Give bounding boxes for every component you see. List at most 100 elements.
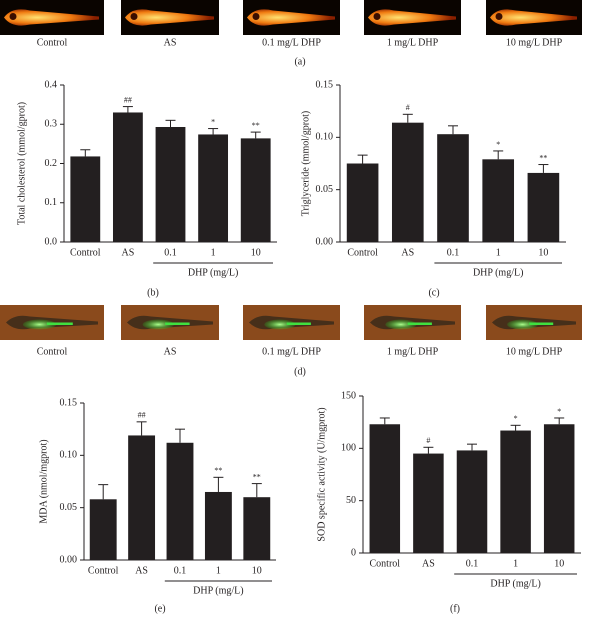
bar (155, 126, 186, 242)
bar (89, 499, 117, 560)
significance-mark: ** (253, 472, 261, 481)
group-label: DHP (mg/L) (188, 267, 238, 278)
y-tick-label: 50 (346, 495, 356, 506)
significance-mark: ## (138, 411, 146, 420)
bar (413, 453, 444, 553)
y-tick-label: 0.15 (316, 79, 334, 90)
fluorescence (264, 319, 296, 330)
significance-mark: ## (124, 95, 132, 104)
panel-caption: (b) (147, 287, 159, 298)
x-tick-label: AS (422, 558, 435, 569)
bar (500, 430, 531, 553)
image-label: 1 mg/L DHP (387, 37, 439, 48)
y-axis-label: Triglyceride (mmol/gprot) (300, 111, 311, 216)
group-label: DHP (mg/L) (193, 585, 243, 596)
x-tick-label: Control (347, 247, 378, 258)
fish-body (4, 9, 99, 26)
y-axis-label: SOD specific activity (U/mgprot) (316, 407, 327, 541)
y-axis-label: MDA (nmol/mgprot) (38, 439, 49, 523)
image-label: 10 mg/L DHP (506, 346, 563, 357)
bar (543, 424, 575, 553)
x-tick-label: 10 (252, 565, 262, 576)
fish-eye (252, 13, 260, 20)
fluorescence-tail (529, 322, 554, 325)
significance-mark: * (514, 414, 518, 423)
x-tick-label: 10 (538, 247, 548, 258)
bar (204, 491, 232, 560)
panel-caption: (e) (154, 603, 165, 614)
x-tick-label: Control (70, 247, 101, 258)
y-tick-label: 0.4 (45, 79, 58, 90)
image-label: 0.1 mg/L DHP (262, 37, 321, 48)
image-label: Control (37, 346, 68, 357)
y-tick-label: 100 (341, 443, 356, 454)
image-label: 0.1 mg/L DHP (262, 346, 321, 357)
panel-caption: (a) (294, 56, 305, 67)
fluorescence (507, 319, 538, 330)
panel-caption: (c) (428, 287, 439, 298)
fluorescence (142, 319, 174, 330)
bar (166, 442, 194, 560)
bar (240, 138, 271, 242)
x-tick-label: 0.1 (164, 247, 177, 258)
bar (391, 122, 424, 242)
bar (369, 424, 401, 553)
y-tick-label: 150 (341, 390, 356, 401)
significance-mark: ** (539, 153, 547, 162)
x-tick-label: 1 (496, 247, 501, 258)
fish-eye (495, 13, 503, 20)
bar (128, 435, 156, 560)
group-label: DHP (mg/L) (473, 267, 523, 278)
x-tick-label: AS (135, 565, 148, 576)
image-label: 10 mg/L DHP (506, 37, 563, 48)
significance-mark: # (406, 103, 410, 112)
panel-caption: (f) (450, 603, 460, 614)
x-tick-label: 10 (251, 247, 261, 258)
y-tick-label: 0.3 (45, 119, 58, 130)
x-tick-label: 0.1 (466, 558, 479, 569)
fluorescence-tail (165, 322, 190, 325)
fluorescence-tail (46, 322, 73, 325)
y-tick-label: 0.2 (45, 158, 58, 169)
y-tick-label: 0.10 (60, 450, 78, 461)
y-tick-label: 0.1 (45, 197, 58, 208)
image-label: AS (164, 37, 177, 48)
fluorescence-tail (407, 322, 432, 325)
bar (346, 163, 379, 242)
significance-mark: * (496, 140, 500, 149)
x-tick-label: 0.1 (447, 247, 460, 258)
bar (527, 172, 560, 242)
y-tick-label: 0.00 (60, 554, 78, 565)
image-label: AS (164, 346, 177, 357)
x-tick-label: 10 (554, 558, 564, 569)
fish-body (247, 9, 335, 26)
bar (112, 112, 143, 242)
y-tick-label: 0 (351, 547, 356, 558)
fish-body (490, 9, 577, 26)
x-tick-label: Control (88, 565, 119, 576)
y-tick-label: 0.15 (60, 397, 78, 408)
image-label: Control (37, 37, 68, 48)
y-tick-label: 0.05 (60, 502, 78, 513)
bar (437, 134, 469, 242)
fish-eye (9, 13, 17, 20)
y-axis-label: Total cholesterol (mmol/gprot) (16, 102, 27, 225)
x-tick-label: 1 (216, 565, 221, 576)
bar (243, 497, 271, 560)
x-tick-label: 0.1 (174, 565, 187, 576)
fish-eye (373, 13, 381, 20)
x-tick-label: 1 (513, 558, 518, 569)
fish-body (368, 9, 456, 26)
x-tick-label: AS (401, 247, 414, 258)
bar (70, 156, 101, 242)
fluorescence (385, 319, 417, 330)
fluorescence (22, 319, 57, 330)
y-tick-label: 0.10 (316, 132, 334, 143)
fluorescence-tail (286, 322, 311, 325)
significance-mark: ** (252, 121, 260, 130)
bar (482, 159, 515, 242)
significance-mark: * (557, 407, 561, 416)
significance-mark: # (426, 436, 430, 445)
fish-eye (130, 13, 138, 20)
group-label: DHP (mg/L) (490, 578, 540, 589)
